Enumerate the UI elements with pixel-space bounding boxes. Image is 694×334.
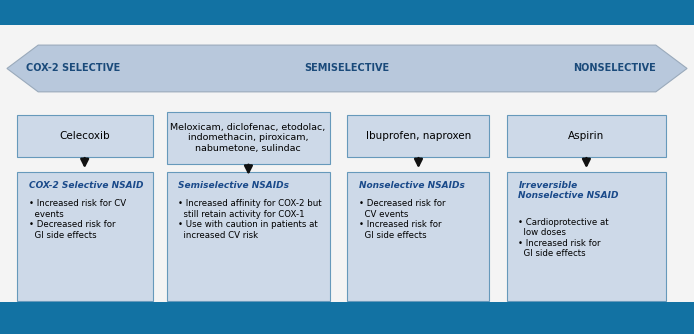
Text: • Increased affinity for COX-2 but
  still retain activity for COX-1
• Use with : • Increased affinity for COX-2 but still… <box>178 199 322 239</box>
Text: SEMISELECTIVE: SEMISELECTIVE <box>305 63 389 73</box>
Text: Semiselective NSAIDs: Semiselective NSAIDs <box>178 181 289 190</box>
FancyBboxPatch shape <box>507 172 666 301</box>
Bar <box>0 0 694 25</box>
Text: COX-2 Selective NSAID: COX-2 Selective NSAID <box>29 181 144 190</box>
Text: Medscape: Medscape <box>8 312 79 325</box>
FancyBboxPatch shape <box>167 172 330 301</box>
Text: • Decreased risk for
  CV events
• Increased risk for
  GI side effects: • Decreased risk for CV events • Increas… <box>359 199 446 239</box>
Text: Ibuprofen, naproxen: Ibuprofen, naproxen <box>366 131 471 141</box>
Text: Source: US Pharm © 2014 Jobson Publishing: Source: US Pharm © 2014 Jobson Publishin… <box>485 314 686 323</box>
Text: Meloxicam, diclofenac, etodolac,
indomethacin, piroxicam,
nabumetone, sulindac: Meloxicam, diclofenac, etodolac, indomet… <box>171 123 325 153</box>
FancyBboxPatch shape <box>507 115 666 157</box>
FancyBboxPatch shape <box>167 112 330 164</box>
Text: • Cardioprotective at
  low doses
• Increased risk for
  GI side effects: • Cardioprotective at low doses • Increa… <box>518 218 609 258</box>
FancyBboxPatch shape <box>347 172 489 301</box>
Bar <box>0 302 694 334</box>
Text: Celecoxib: Celecoxib <box>60 131 110 141</box>
Text: Aspirin: Aspirin <box>568 131 604 141</box>
Polygon shape <box>7 45 687 92</box>
Text: Irreversible
Nonselective NSAID: Irreversible Nonselective NSAID <box>518 181 619 200</box>
FancyBboxPatch shape <box>17 115 153 157</box>
FancyBboxPatch shape <box>17 172 153 301</box>
Text: COX-2 SELECTIVE: COX-2 SELECTIVE <box>26 63 120 73</box>
Text: NONSELECTIVE: NONSELECTIVE <box>573 63 656 73</box>
FancyBboxPatch shape <box>347 115 489 157</box>
Text: Nonselective NSAIDs: Nonselective NSAIDs <box>359 181 465 190</box>
Text: • Increased risk for CV
  events
• Decreased risk for
  GI side effects: • Increased risk for CV events • Decreas… <box>29 199 126 239</box>
